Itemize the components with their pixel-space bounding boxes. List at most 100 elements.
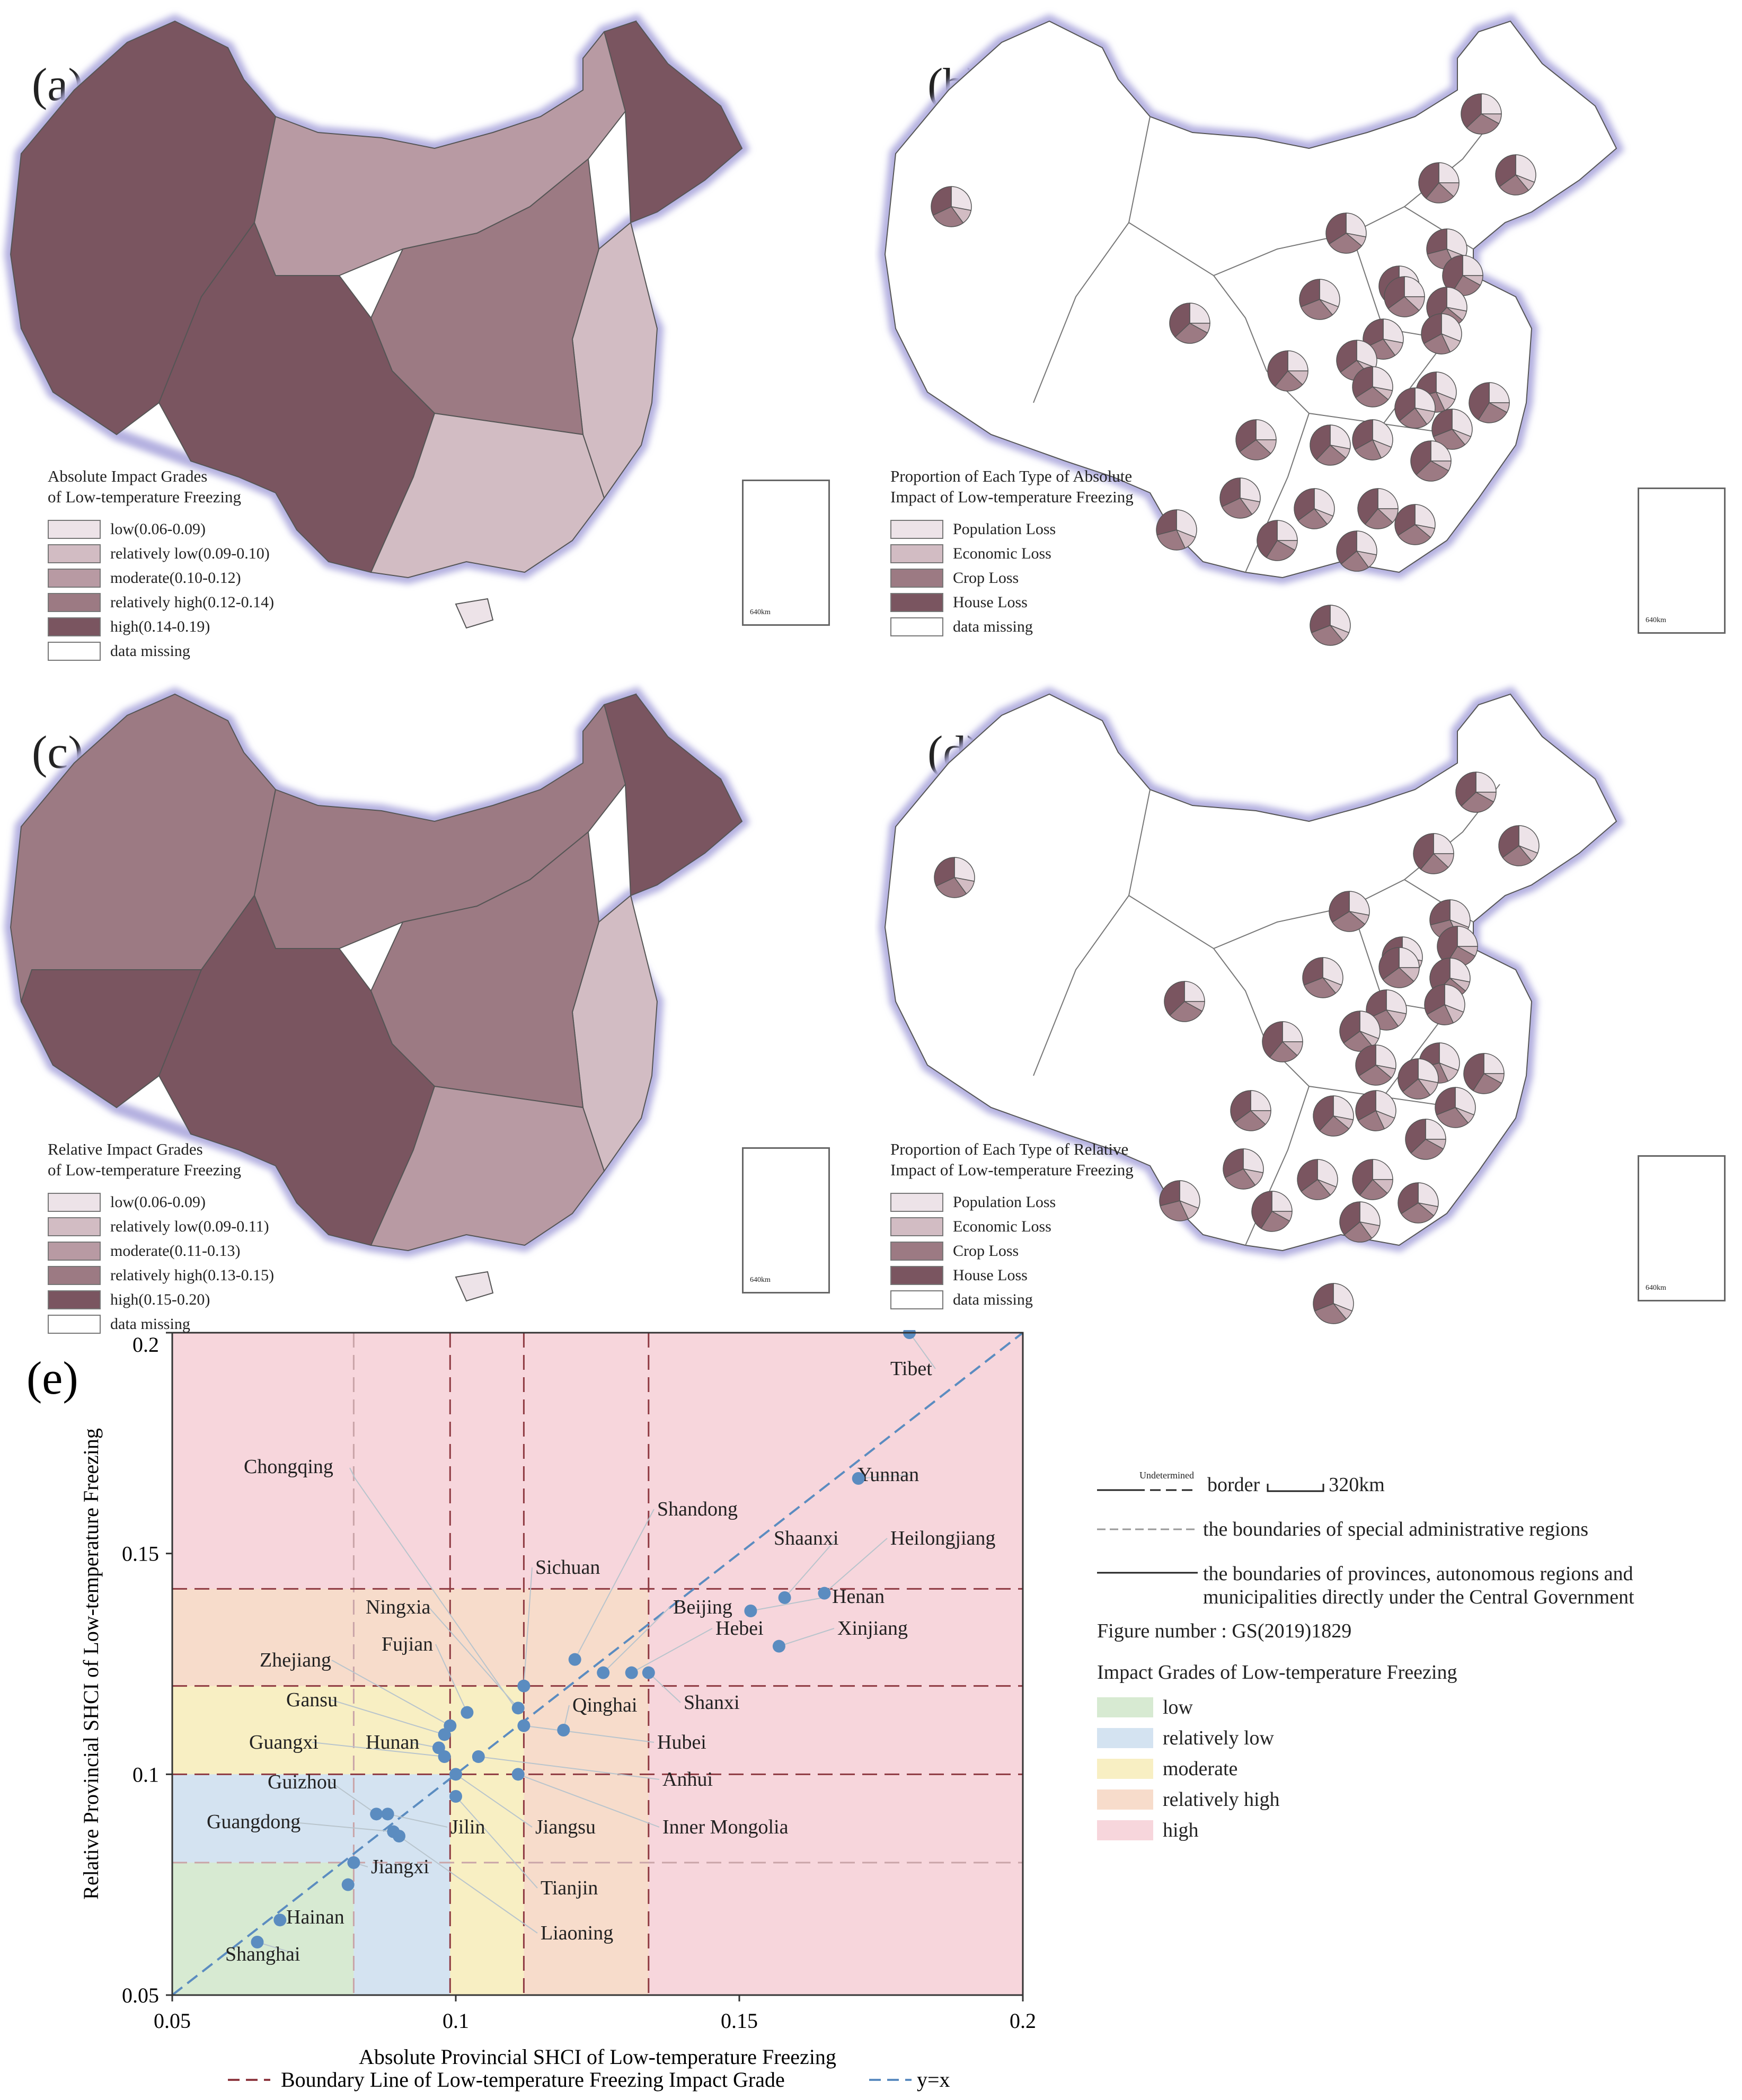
pie-slice [1346, 212, 1367, 237]
scatter-point [744, 1605, 757, 1617]
point-label: Tibet [890, 1358, 932, 1380]
legend-b-item-label: data missing [953, 617, 1033, 635]
legend-d-item: Economic Loss [890, 1215, 1134, 1239]
inset-scale-d: 640km [1646, 1284, 1666, 1292]
point-label: Liaoning [541, 1922, 613, 1944]
scatter-point [778, 1591, 791, 1604]
legend-a-swatch [48, 519, 101, 539]
grade-label: relatively high [1163, 1788, 1280, 1811]
pie-slice [1239, 439, 1271, 460]
pie-slice [1358, 1065, 1392, 1086]
legend-diagonal-label: y=x [917, 2068, 950, 2092]
legend-b-swatch [890, 568, 943, 588]
pie-slice [1425, 182, 1454, 203]
scatter-point [381, 1807, 394, 1821]
legend-c-swatch [48, 1217, 101, 1236]
pie-slice [1352, 419, 1373, 450]
pie-slice [1457, 926, 1478, 947]
leader-line [455, 1796, 538, 1889]
legend-a-swatch [48, 568, 101, 588]
point-label: Hunan [366, 1731, 419, 1753]
pie-slice [1169, 303, 1190, 338]
legend-c-title-line-1: Relative Impact Grades [48, 1140, 203, 1158]
scatter-points: Tibet Yunnan Heilongjiang Shaanxi Henan Xinji… [207, 1330, 995, 1965]
pie-slice [1359, 1011, 1381, 1039]
scatter-point [557, 1724, 570, 1736]
pie-slice [1436, 371, 1457, 400]
x-axis-label: Absolute Provincial SHCI of Low-temperat… [359, 2045, 836, 2069]
leader-line [603, 1607, 670, 1673]
scale-label: 320km [1329, 1474, 1385, 1496]
pie-slice [1352, 366, 1373, 398]
pie-slice [1357, 488, 1378, 525]
pie-slice [1462, 255, 1483, 276]
axis-ticks: 0.05 0.1 0.15 0.2 0.05 0.1 0.15 0.2 [122, 1332, 1036, 2033]
legend-c-item-label: moderate(0.11-0.13) [110, 1242, 241, 1260]
pie-slice [1310, 424, 1331, 460]
legend-d-title: Proportion of Each Type of Relative Impac… [890, 1139, 1134, 1181]
pie-slice [1336, 530, 1357, 565]
pie-slice [1375, 1044, 1396, 1069]
scatter-point [370, 1807, 383, 1821]
legend-a-swatch [48, 641, 101, 661]
pie-slice [1339, 1201, 1360, 1236]
scatter-point [597, 1666, 610, 1679]
legend-a-item: low(0.06-0.09) [48, 517, 274, 542]
legend-d-swatch [890, 1192, 943, 1212]
point-label: Henan [832, 1585, 885, 1608]
leader-line [784, 1538, 837, 1598]
legend-b-item: Crop Loss [890, 566, 1134, 590]
pie-slice [954, 857, 975, 882]
pie-slice [1449, 958, 1471, 982]
diagonal-line [171, 1332, 1024, 1996]
legend-a-title-line-1: Absolute Impact Grades [48, 467, 208, 485]
legend-a-item: relatively high(0.12-0.14) [48, 590, 274, 615]
pie-slice [1230, 1090, 1251, 1123]
pie-slice [1303, 977, 1337, 998]
pie-slice [951, 186, 972, 211]
point-label: Gansu [286, 1689, 338, 1711]
legend-c-item-label: relatively low(0.09-0.11) [110, 1217, 269, 1235]
legend-a-item: high(0.14-0.19) [48, 615, 274, 639]
pie-slice [1418, 162, 1439, 199]
pie-slice [1310, 605, 1331, 633]
legend-c-item-label: low(0.06-0.09) [110, 1193, 206, 1211]
pie-slice [1352, 1159, 1373, 1196]
pie-slice [1398, 1182, 1419, 1215]
legend-province-row: the boundaries of provinces, autonomous … [1097, 1562, 1733, 1609]
pie-slice [1423, 333, 1451, 355]
pie-slice [931, 186, 952, 216]
point-label: Yunnan [857, 1464, 919, 1486]
legend-d-item: Population Loss [890, 1190, 1134, 1215]
legend-b-item: data missing [890, 615, 1134, 639]
pie-slice [1349, 891, 1370, 916]
south-china-sea-inset-d: 640km [1638, 1155, 1726, 1301]
point-label: Guangxi [249, 1731, 319, 1753]
sar-line-icon [1097, 1528, 1198, 1530]
pie-slice [1169, 1001, 1203, 1022]
point-label: Zhejiang [260, 1649, 331, 1671]
province-line-icon [1097, 1572, 1198, 1574]
leader-line [435, 1644, 468, 1713]
pie-slice [1421, 313, 1442, 344]
y-tick-label: 0.2 [132, 1333, 159, 1357]
pie-slice [1313, 1283, 1334, 1312]
legend-b-item: Economic Loss [890, 542, 1134, 566]
legend-d-item-label: data missing [953, 1290, 1033, 1308]
grade-boundary-lines [172, 1333, 1023, 1995]
legend-d: Proportion of Each Type of Relative Impac… [890, 1139, 1134, 1312]
pie-slice [1354, 439, 1382, 460]
pie-slice [1498, 825, 1519, 858]
pie-slice [1357, 1110, 1385, 1131]
pie-slice [1424, 984, 1445, 1015]
pie-slice [1455, 1087, 1476, 1115]
legend-c-title: Relative Impact Grades of Low-temperature… [48, 1139, 274, 1181]
pie-slice [1394, 504, 1416, 536]
pie-slice [1372, 366, 1393, 391]
figure-number: Figure number : GS(2019)1829 [1097, 1620, 1352, 1642]
pie-slice [1179, 1180, 1200, 1209]
point-label: Sichuan [535, 1556, 600, 1579]
legend-d-item: data missing [890, 1288, 1134, 1312]
legend-c-item-label: relatively high(0.13-0.15) [110, 1266, 275, 1284]
pie-slice [1294, 488, 1315, 521]
